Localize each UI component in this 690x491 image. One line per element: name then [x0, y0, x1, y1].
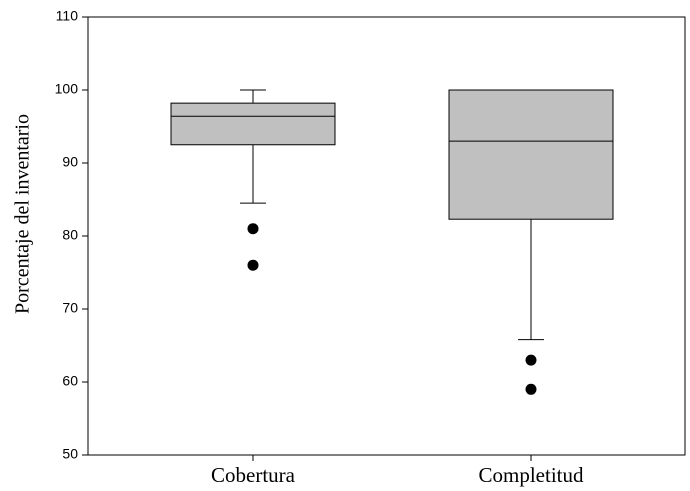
box	[448, 89, 614, 220]
x-tick-label: Cobertura	[211, 463, 296, 487]
y-tick-label: 110	[56, 8, 79, 24]
outlier	[525, 354, 537, 366]
plot-frame	[87, 16, 686, 456]
y-tick-label: 60	[62, 373, 78, 389]
y-axis-label: Porcentaje del inventario	[12, 114, 34, 314]
outlier	[525, 383, 537, 395]
y-tick-label: 70	[62, 300, 78, 316]
y-tick-label: 50	[62, 446, 78, 462]
x-tick-label: Completitud	[479, 463, 585, 487]
y-tick-label: 90	[62, 154, 78, 170]
y-tick-label: 100	[55, 81, 79, 97]
outlier	[247, 223, 259, 235]
box	[170, 102, 336, 146]
y-tick-label: 80	[62, 227, 78, 243]
outlier	[247, 259, 259, 271]
